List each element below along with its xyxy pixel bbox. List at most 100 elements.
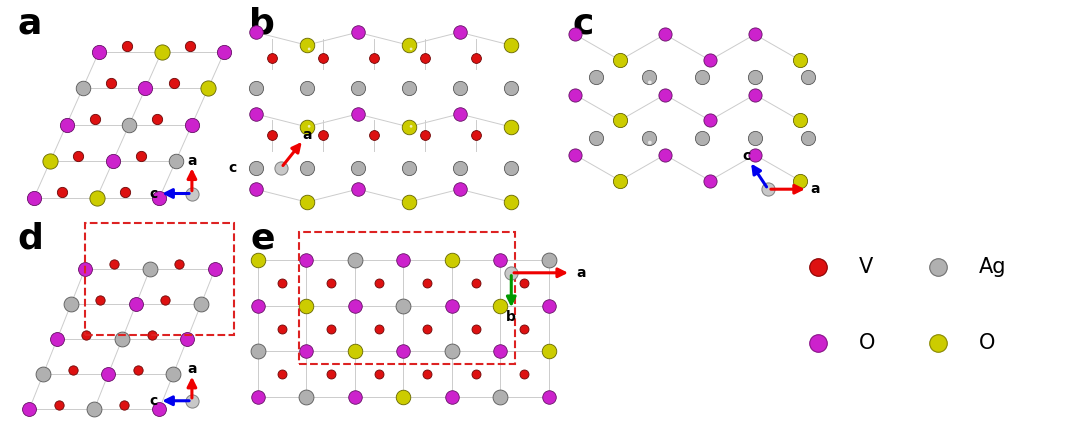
- Point: [273, 371, 291, 378]
- Point: [249, 123, 267, 130]
- Point: [730, 121, 747, 128]
- Point: [421, 290, 438, 297]
- Point: [642, 79, 659, 86]
- Point: [63, 300, 80, 307]
- Point: [443, 302, 460, 309]
- Point: [356, 362, 374, 369]
- Point: [228, 381, 245, 388]
- Point: [400, 85, 417, 92]
- Point: [249, 257, 267, 264]
- Point: [351, 123, 368, 130]
- Point: [394, 257, 411, 264]
- Point: [349, 186, 366, 193]
- Point: [21, 405, 38, 412]
- Text: V: V: [860, 257, 874, 276]
- Point: [329, 151, 347, 158]
- Point: [229, 98, 246, 105]
- Point: [502, 123, 519, 130]
- Point: [701, 117, 718, 124]
- Point: [346, 257, 363, 264]
- Point: [272, 164, 289, 171]
- Point: [264, 132, 281, 139]
- Point: [370, 289, 388, 296]
- Point: [595, 104, 612, 111]
- Point: [551, 139, 568, 146]
- Point: [746, 151, 764, 158]
- Point: [64, 366, 81, 373]
- Point: [451, 164, 469, 171]
- Point: [349, 164, 366, 171]
- Point: [515, 325, 532, 332]
- Point: [298, 42, 315, 49]
- Point: [308, 317, 325, 324]
- Point: [373, 245, 390, 252]
- Point: [482, 110, 499, 117]
- Point: [63, 253, 80, 260]
- Point: [85, 358, 103, 365]
- Point: [308, 362, 325, 369]
- Point: [122, 71, 139, 78]
- Point: [82, 288, 99, 295]
- Point: [775, 164, 793, 171]
- Point: [611, 57, 629, 64]
- Point: [43, 108, 60, 115]
- Point: [783, 121, 800, 128]
- Point: [165, 79, 183, 86]
- Point: [701, 57, 718, 64]
- Point: [298, 199, 315, 206]
- Point: [185, 71, 202, 77]
- Point: [416, 132, 433, 139]
- Point: [380, 185, 397, 192]
- Point: [929, 340, 946, 347]
- Point: [783, 61, 800, 68]
- Point: [121, 121, 138, 128]
- Point: [133, 152, 150, 159]
- Point: [588, 134, 605, 141]
- Point: [226, 244, 243, 251]
- Point: [759, 186, 777, 193]
- Point: [403, 123, 420, 130]
- Point: [624, 61, 642, 68]
- Point: [106, 393, 123, 400]
- Text: e: e: [251, 221, 275, 255]
- Point: [6, 393, 24, 400]
- Point: [516, 335, 534, 342]
- Point: [482, 28, 499, 35]
- Point: [540, 348, 557, 355]
- Point: [192, 253, 210, 260]
- Point: [106, 261, 123, 268]
- Point: [103, 79, 120, 86]
- Point: [540, 393, 557, 400]
- Point: [228, 290, 245, 297]
- Point: [149, 116, 166, 123]
- Point: [298, 257, 315, 264]
- Point: [161, 253, 178, 260]
- Point: [595, 164, 612, 171]
- Point: [421, 381, 438, 388]
- Point: [278, 28, 295, 35]
- Point: [200, 85, 217, 92]
- Point: [611, 117, 629, 124]
- Point: [677, 121, 694, 128]
- Point: [72, 180, 90, 187]
- Point: [453, 317, 470, 324]
- Point: [68, 323, 85, 330]
- Point: [551, 19, 568, 26]
- Point: [330, 98, 348, 105]
- Point: [98, 322, 116, 329]
- Point: [468, 325, 485, 332]
- Point: [249, 393, 267, 400]
- Point: [228, 71, 245, 78]
- Bar: [299, 231, 515, 364]
- Point: [78, 331, 95, 338]
- Point: [799, 134, 816, 141]
- Point: [356, 317, 374, 324]
- Point: [329, 71, 347, 78]
- Text: a: a: [810, 182, 820, 196]
- Point: [373, 336, 390, 343]
- Point: [792, 177, 809, 184]
- Point: [43, 179, 60, 186]
- Point: [731, 79, 748, 86]
- Point: [19, 357, 37, 364]
- Point: [50, 401, 67, 408]
